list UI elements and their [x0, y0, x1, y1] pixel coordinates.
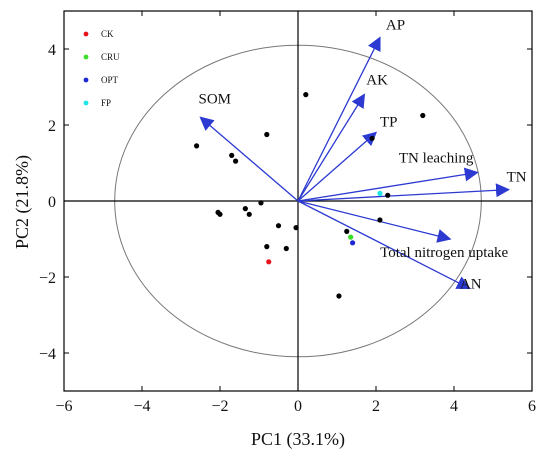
data-point: [217, 211, 223, 217]
vector-an: [297, 200, 471, 290]
vector-label-tn: TN: [507, 170, 527, 186]
data-point-ck: [266, 259, 272, 265]
legend-marker-fp: [83, 100, 89, 106]
data-point: [194, 143, 200, 149]
data-point-cru: [348, 234, 354, 240]
data-point: [283, 245, 289, 252]
vector-tn: [297, 183, 510, 202]
data-point: [369, 135, 375, 141]
vector-som: [199, 116, 299, 202]
vector-total-nitrogen-uptake: [297, 200, 452, 243]
data-point: [246, 211, 252, 217]
x-tick-label: −6: [55, 398, 72, 415]
x-tick-label: 4: [450, 398, 458, 415]
y-tick-label: −2: [39, 270, 56, 287]
x-tick-label: 0: [294, 398, 302, 415]
legend-label-cru: CRU: [101, 52, 120, 62]
data-point: [293, 225, 299, 231]
legend-label-ck: CK: [101, 29, 114, 39]
x-tick-label: 6: [528, 398, 536, 415]
legend-marker-opt: [83, 77, 89, 83]
vector-label-som: SOM: [199, 91, 232, 107]
data-point: [303, 92, 309, 98]
legend-marker-cru: [83, 54, 89, 60]
data-point: [258, 200, 264, 206]
vector-tp: [297, 131, 378, 202]
x-axis-title: PC1 (33.1%): [251, 429, 345, 450]
vector-ak: [297, 93, 366, 202]
y-tick-label: −4: [39, 346, 56, 363]
vector-tn-leaching: [297, 167, 479, 202]
vector-label-total-nitrogen-uptake: Total nitrogen uptake: [380, 245, 508, 261]
legend-marker-ck: [83, 31, 89, 37]
vector-label-ak: AK: [366, 73, 388, 89]
data-point: [264, 244, 270, 250]
x-tick-label: 2: [372, 398, 380, 415]
y-tick-label: 2: [48, 118, 56, 135]
data-point: [344, 228, 350, 234]
y-tick-label: 0: [48, 194, 56, 211]
vector-label-ap: AP: [386, 18, 405, 34]
vector-label-tp: TP: [380, 115, 398, 131]
vector-label-an: AN: [460, 276, 482, 292]
data-point: [377, 217, 383, 223]
legend-label-fp: FP: [101, 98, 111, 108]
data-point-opt: [350, 240, 356, 246]
x-tick-label: −2: [211, 398, 228, 415]
data-point: [229, 152, 235, 158]
data-point: [242, 206, 248, 212]
data-point: [336, 293, 342, 299]
data-point-fp: [377, 190, 383, 196]
legend-label-opt: OPT: [101, 75, 119, 85]
data-point: [264, 131, 270, 138]
data-point: [233, 158, 239, 164]
y-axis-title: PC2 (21.8%): [12, 155, 33, 249]
x-tick-label: −4: [133, 398, 150, 415]
data-point: [385, 192, 391, 198]
vector-ap: [297, 36, 381, 202]
vector-label-tn-leaching: TN leaching: [399, 151, 474, 167]
data-point: [275, 223, 282, 229]
data-point: [420, 112, 426, 119]
y-tick-label: 4: [48, 42, 56, 59]
